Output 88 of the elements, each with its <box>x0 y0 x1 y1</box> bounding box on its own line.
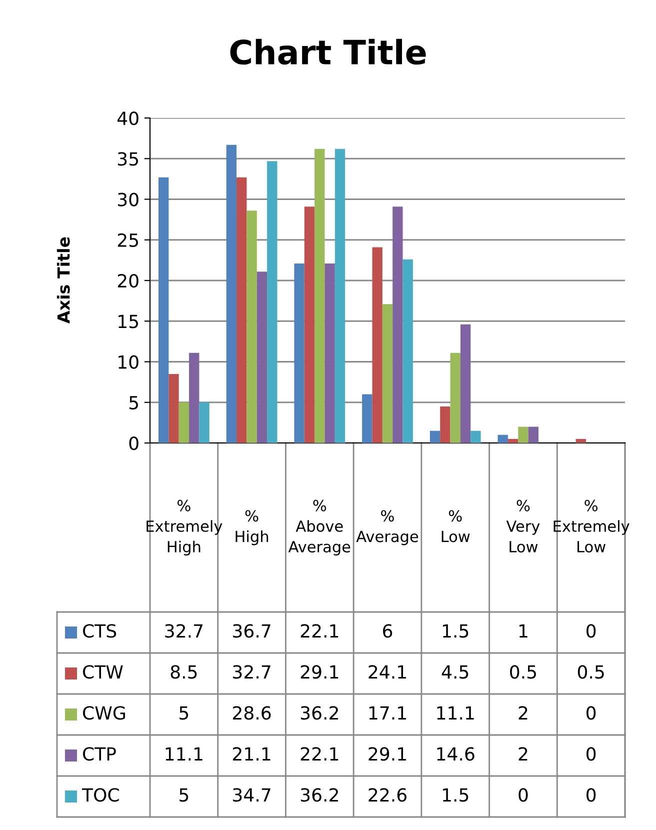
data-label: 1.5 <box>442 624 468 638</box>
bar <box>236 177 247 443</box>
legend-label: CWG <box>83 706 125 720</box>
data-label: 5 <box>180 706 188 720</box>
data-label: 32.7 <box>165 624 202 638</box>
bar <box>294 263 304 443</box>
x-tick-label: % Average <box>356 510 418 546</box>
bar <box>508 438 518 443</box>
data-label: 32.7 <box>233 665 270 679</box>
data-label: 29.1 <box>368 747 406 761</box>
data-label: 21.1 <box>233 747 270 760</box>
bar <box>362 394 372 443</box>
bar <box>324 263 335 443</box>
legend-label: TOC <box>82 788 119 802</box>
x-tick-label: % Extremely Low <box>554 500 630 553</box>
bar <box>158 177 169 443</box>
data-label: 0.5 <box>578 665 604 679</box>
data-label: 1.5 <box>442 788 468 802</box>
y-tick-label: 20 <box>118 274 138 288</box>
bar <box>528 426 538 443</box>
bar <box>518 426 528 443</box>
bar <box>372 247 382 443</box>
data-label: 2 <box>518 706 528 720</box>
bar <box>576 438 586 443</box>
legend-label: CTW <box>83 665 123 679</box>
data-label: 28.6 <box>233 706 271 720</box>
bar <box>450 352 460 443</box>
data-label: 11.1 <box>437 706 474 720</box>
data-label: 0 <box>586 624 596 638</box>
bar <box>189 352 200 443</box>
data-label: 29.1 <box>300 665 338 679</box>
y-axis-title: Axis Title <box>56 237 70 324</box>
y-tick-label: 0 <box>129 436 138 450</box>
y-tick-label: 10 <box>118 355 138 369</box>
data-label: 5 <box>180 788 188 802</box>
y-tick-label: 15 <box>118 314 138 328</box>
bar <box>430 430 440 443</box>
data-label: 17.1 <box>369 706 406 720</box>
x-tick-label: % Above Average <box>288 500 350 556</box>
legend-label: CTS <box>83 624 116 638</box>
bar <box>199 402 210 443</box>
bar <box>256 272 268 443</box>
x-tick-label: % Extremely High <box>146 500 222 556</box>
data-label: 22.6 <box>368 788 406 802</box>
bar <box>168 374 179 443</box>
x-tick-label: % Low <box>442 510 470 542</box>
data-label: 11.1 <box>166 747 202 760</box>
bar <box>440 406 450 443</box>
data-label: 36.7 <box>233 624 270 638</box>
chart-title: Chart Title <box>230 38 426 65</box>
legend-label: CTP <box>83 747 116 761</box>
data-label: 0 <box>586 706 596 720</box>
bar <box>267 161 278 443</box>
data-label: 1 <box>519 624 528 638</box>
bar <box>314 148 325 443</box>
data-label: 0 <box>518 788 528 802</box>
bar <box>246 210 257 443</box>
bar <box>402 259 413 443</box>
y-tick-label: 40 <box>117 111 138 126</box>
data-label: 14.6 <box>437 747 474 761</box>
bar <box>226 144 237 443</box>
data-label: 8.5 <box>170 665 197 679</box>
data-label: 22.1 <box>300 747 338 760</box>
data-label: 36.2 <box>300 706 338 720</box>
data-label: 0 <box>586 788 596 802</box>
x-tick-label: % High <box>236 510 268 546</box>
bar <box>382 304 393 443</box>
data-label: 0.5 <box>510 665 536 679</box>
data-label: 0 <box>586 747 596 761</box>
data-label: 34.7 <box>233 788 270 802</box>
data-label: 36.2 <box>300 788 338 802</box>
bar <box>392 206 403 443</box>
data-label: 22.1 <box>300 624 338 638</box>
bar <box>178 402 190 443</box>
y-tick-label: 35 <box>118 152 138 166</box>
data-label: 6 <box>383 624 392 638</box>
y-tick-label: 5 <box>129 396 138 410</box>
data-label: 24.1 <box>368 665 406 678</box>
data-label: 2 <box>518 747 528 760</box>
bar <box>460 324 471 443</box>
bar <box>334 148 346 443</box>
y-tick-label: 25 <box>118 233 138 247</box>
bar <box>498 434 508 443</box>
y-tick-label: 30 <box>118 192 138 206</box>
bar <box>304 206 315 443</box>
data-label: 4.5 <box>442 665 468 679</box>
x-tick-label: % Very Low <box>506 500 540 553</box>
bar <box>470 430 481 443</box>
